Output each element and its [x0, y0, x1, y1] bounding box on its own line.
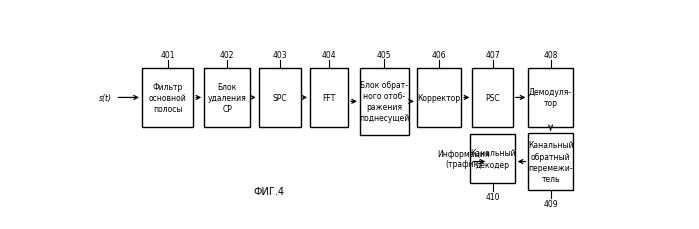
Bar: [528, 69, 572, 127]
Text: 408: 408: [543, 51, 558, 60]
Text: Информация
(трафик): Информация (трафик): [438, 149, 490, 169]
Bar: [417, 69, 461, 127]
Text: Корректор: Корректор: [417, 93, 461, 103]
Bar: [528, 134, 572, 190]
Text: FFT: FFT: [322, 93, 336, 103]
Text: Канальный
обратный
перемежи-
тель: Канальный обратный перемежи- тель: [528, 141, 573, 183]
Text: s(t): s(t): [99, 93, 113, 103]
Text: 406: 406: [432, 51, 446, 60]
Text: 407: 407: [485, 51, 500, 60]
Text: 410: 410: [485, 192, 500, 201]
Text: Демодуля-
тор: Демодуля- тор: [529, 88, 572, 108]
Text: 403: 403: [273, 51, 287, 60]
Text: 405: 405: [377, 51, 391, 60]
Text: 402: 402: [220, 51, 234, 60]
Bar: [204, 69, 250, 127]
Bar: [310, 69, 348, 127]
Text: ФИГ.4: ФИГ.4: [253, 186, 284, 196]
Bar: [259, 69, 301, 127]
Text: SPC: SPC: [273, 93, 287, 103]
Text: Блок обрат-
ного отоб-
ражения
поднесущей: Блок обрат- ного отоб- ражения поднесуще…: [359, 81, 410, 123]
Text: 401: 401: [160, 51, 175, 60]
Text: Фильтр
основной
полосы: Фильтр основной полосы: [149, 82, 187, 114]
Bar: [142, 69, 194, 127]
Bar: [473, 69, 513, 127]
Bar: [360, 68, 409, 135]
Text: Блок
удаления
СР: Блок удаления СР: [208, 82, 247, 114]
Text: PSC: PSC: [485, 93, 500, 103]
Text: 409: 409: [543, 199, 558, 208]
Bar: [470, 134, 514, 183]
Text: Канальный
декодер: Канальный декодер: [470, 149, 515, 169]
Text: 404: 404: [322, 51, 336, 60]
